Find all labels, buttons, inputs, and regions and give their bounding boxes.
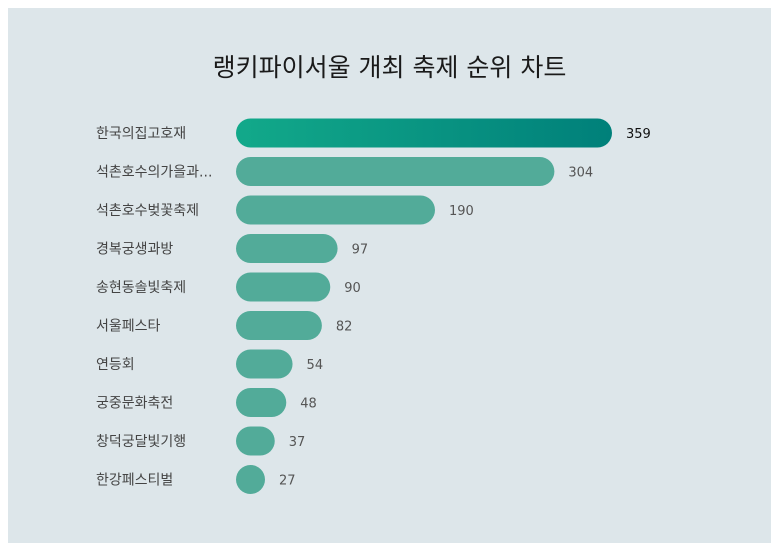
category-label: 연등회: [96, 357, 135, 373]
bar: [236, 272, 331, 302]
data-label: 190: [449, 204, 474, 219]
category-label: 송현동솔빛축제: [96, 280, 186, 296]
category-label: 서울페스타: [96, 319, 161, 335]
data-label: 90: [344, 281, 361, 296]
bar: [236, 465, 265, 494]
bar: [236, 388, 287, 417]
bar: [236, 118, 612, 148]
category-label: 창덕궁달빛기행: [96, 434, 186, 450]
chart-title: 랭키파이서울 개최 축제 순위 차트: [212, 53, 567, 82]
bar: [236, 426, 275, 456]
data-label: 54: [307, 358, 324, 373]
data-label: 48: [300, 397, 317, 412]
data-label: 82: [336, 320, 353, 335]
category-label: 궁중문화축전: [96, 396, 173, 412]
category-label: 한강페스티벌: [96, 473, 173, 489]
category-label: 경복궁생과방: [96, 242, 173, 258]
data-label: 37: [289, 435, 306, 450]
bar: [236, 311, 322, 340]
bar: [236, 349, 293, 379]
category-label: 한국의집고호재: [96, 126, 186, 142]
category-label: 석촌호수벚꽃축제: [96, 203, 199, 219]
category-label: 석촌호수의가을과...: [96, 165, 212, 181]
data-label: 359: [626, 127, 651, 142]
data-label: 97: [352, 243, 369, 258]
bar: [236, 234, 338, 263]
chart-panel: [8, 8, 771, 543]
bar: [236, 157, 555, 186]
bar: [236, 195, 435, 225]
data-label: 27: [279, 474, 296, 489]
data-label: 304: [568, 166, 593, 181]
